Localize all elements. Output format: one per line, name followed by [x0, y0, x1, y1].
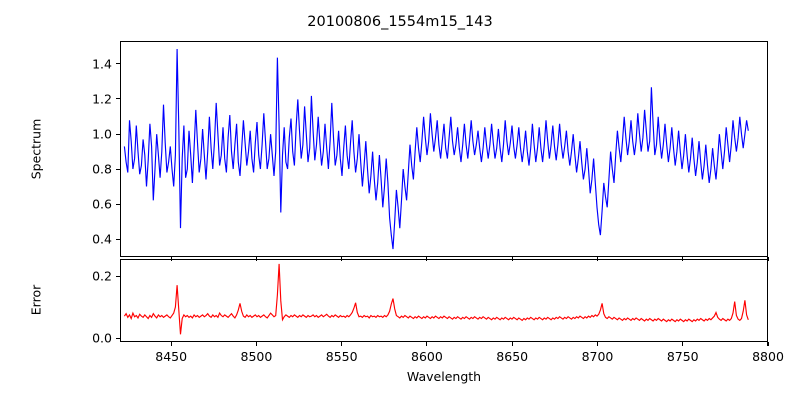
error-xtick-mark-4	[511, 342, 513, 346]
error-series-line	[123, 263, 749, 335]
error-xtick-mark-2	[341, 342, 343, 346]
spectrum-xtick-mark-2	[341, 257, 343, 261]
error-plot-area	[120, 259, 768, 342]
spectrum-line-svg	[123, 48, 749, 250]
spectrum-xtick-mark-7	[767, 257, 769, 261]
error-xtick-label-5: 8700	[581, 349, 614, 364]
spectrum-ytick-mark-3	[116, 133, 120, 135]
error-xtick-label-4: 8650	[496, 349, 529, 364]
spectrum-ytick-label-2: 0.8	[92, 161, 112, 177]
x-axis-label: Wavelength	[406, 369, 482, 384]
error-y-axis-label: Error	[28, 284, 44, 316]
error-xtick-label-7: 8800	[752, 349, 784, 364]
spectrum-ytick-label-0: 0.4	[92, 231, 112, 247]
spectrum-ytick-label-3: 1.0	[92, 126, 112, 142]
spectrum-ytick-label-1: 0.6	[92, 196, 112, 212]
error-xtick-mark-5	[596, 342, 599, 346]
spectrum-xtick-mark-3	[426, 257, 428, 261]
spectrum-ytick-mark-2	[116, 168, 120, 170]
error-xtick-mark-1	[255, 342, 257, 346]
spectrum-ytick-mark-0	[116, 238, 120, 240]
spectrum-xtick-mark-1	[255, 257, 257, 261]
error-ytick-mark-1	[116, 275, 120, 277]
error-xtick-label-0: 8450	[155, 349, 188, 364]
spectrum-ytick-mark-1	[116, 203, 120, 205]
spectrum-ytick-mark-4	[116, 98, 120, 100]
error-line-svg	[123, 263, 749, 335]
error-ytick-mark-0	[116, 337, 120, 339]
error-ytick-label-1: 0.2	[92, 268, 112, 284]
error-xtick-mark-0	[170, 342, 172, 346]
error-xtick-label-2: 8550	[325, 349, 358, 364]
error-xtick-mark-3	[426, 342, 428, 346]
spectrum-xtick-mark-5	[596, 257, 599, 261]
spectrum-ytick-mark-5	[116, 63, 120, 65]
spectrum-xtick-mark-4	[511, 257, 513, 261]
spectrum-ytick-label-5: 1.4	[92, 56, 112, 72]
spectrum-xtick-mark-6	[682, 257, 684, 261]
error-xtick-label-1: 8500	[240, 349, 273, 364]
page-title: 20100806_1554m15_143	[307, 14, 493, 30]
error-xtick-label-6: 8750	[666, 349, 699, 364]
spectrum-plot-area	[120, 41, 768, 257]
error-xtick-mark-7	[767, 342, 769, 346]
spectrum-ytick-label-4: 1.2	[92, 91, 112, 107]
error-xtick-label-3: 8600	[411, 349, 443, 364]
error-ytick-label-0: 0.0	[92, 330, 112, 346]
spectrum-xtick-mark-0	[170, 257, 172, 261]
spectrum-y-axis-label: Spectrum	[28, 118, 44, 180]
spectrum-series-line	[123, 48, 749, 250]
error-xtick-mark-6	[682, 342, 684, 346]
